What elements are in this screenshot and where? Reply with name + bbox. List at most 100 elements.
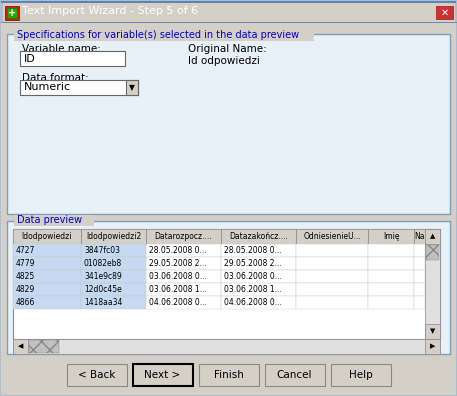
Text: Text Import Wizard - Step 5 of 6: Text Import Wizard - Step 5 of 6 — [22, 6, 198, 17]
Bar — [426, 245, 439, 260]
Bar — [296, 244, 368, 257]
Text: ▼: ▼ — [430, 329, 435, 335]
Text: 03.06.2008 0...: 03.06.2008 0... — [224, 272, 282, 281]
Bar — [81, 229, 146, 244]
Text: 29.05.2008 2...: 29.05.2008 2... — [149, 259, 207, 268]
Bar — [146, 229, 221, 244]
Text: Idodpowiedzi2: Idodpowiedzi2 — [86, 232, 141, 241]
Bar — [221, 229, 296, 244]
Bar — [13, 257, 81, 270]
Text: 28.05.2008 0...: 28.05.2008 0... — [149, 246, 207, 255]
Text: 01082eb8: 01082eb8 — [84, 259, 122, 268]
Bar — [7, 34, 450, 214]
Bar — [425, 229, 440, 339]
Text: < Back: < Back — [78, 370, 115, 380]
Bar — [81, 244, 146, 257]
Bar — [414, 296, 425, 309]
Bar — [414, 244, 425, 257]
Text: ✕: ✕ — [441, 8, 449, 17]
Bar — [1, 1, 456, 2]
Bar — [296, 229, 368, 244]
Bar — [14, 30, 314, 41]
Bar — [1, 1, 456, 3]
Bar — [13, 244, 81, 257]
Bar — [1, 1, 456, 2]
Bar — [1, 1, 456, 2]
Bar — [425, 339, 440, 354]
Bar — [425, 324, 440, 339]
Text: 4779: 4779 — [16, 259, 36, 268]
Bar — [221, 257, 296, 270]
Bar — [414, 229, 425, 244]
Bar — [368, 270, 414, 283]
Text: 03.06.2008 1...: 03.06.2008 1... — [149, 285, 207, 294]
Bar — [13, 339, 28, 354]
Bar — [67, 364, 127, 386]
Text: 12d0c45e: 12d0c45e — [84, 285, 122, 294]
Text: Next >: Next > — [144, 370, 181, 380]
Text: Original Name:: Original Name: — [188, 44, 267, 54]
Bar — [146, 296, 221, 309]
Bar — [368, 229, 414, 244]
Bar — [1, 1, 456, 2]
Bar — [81, 296, 146, 309]
Bar — [1, 2, 456, 3]
Bar — [126, 80, 138, 95]
Bar — [296, 296, 368, 309]
Text: 1418aa34: 1418aa34 — [84, 298, 122, 307]
Text: ▲: ▲ — [430, 234, 435, 240]
Text: Help: Help — [349, 370, 372, 380]
Bar — [1, 2, 456, 3]
Bar — [368, 296, 414, 309]
Bar — [29, 340, 59, 353]
Bar — [1, 0, 456, 2]
Text: ▼: ▼ — [129, 83, 135, 92]
Bar — [414, 257, 425, 270]
Text: 4825: 4825 — [16, 272, 35, 281]
Bar — [1, 2, 456, 3]
Bar — [330, 364, 390, 386]
Text: Numeric: Numeric — [24, 82, 71, 93]
Bar — [81, 283, 146, 296]
Text: Datarozpocz....: Datarozpocz.... — [154, 232, 213, 241]
Bar — [368, 244, 414, 257]
Text: 4829: 4829 — [16, 285, 35, 294]
Bar — [146, 270, 221, 283]
Text: Na: Na — [414, 232, 425, 241]
Text: OdniesienieU...: OdniesienieU... — [303, 232, 361, 241]
Bar — [5, 6, 19, 20]
Text: 29.05.2008 2...: 29.05.2008 2... — [224, 259, 282, 268]
Text: Idodpowiedzi: Idodpowiedzi — [22, 232, 72, 241]
Bar — [146, 283, 221, 296]
Bar — [1, 1, 456, 3]
Text: 04.06.2008 0...: 04.06.2008 0... — [149, 298, 207, 307]
Text: 4866: 4866 — [16, 298, 35, 307]
Bar — [221, 270, 296, 283]
Text: 28.05.2008 0...: 28.05.2008 0... — [224, 246, 282, 255]
Bar — [368, 283, 414, 296]
Bar — [1, 1, 456, 2]
Text: 3847fc03: 3847fc03 — [84, 246, 120, 255]
Text: ID: ID — [24, 53, 36, 63]
Bar — [7, 8, 17, 18]
Bar — [1, 1, 456, 3]
Bar — [265, 364, 324, 386]
Text: 04.06.2008 0...: 04.06.2008 0... — [224, 298, 282, 307]
Bar — [221, 283, 296, 296]
Bar — [1, 1, 456, 3]
Text: ◀: ◀ — [18, 343, 23, 350]
Bar — [13, 283, 81, 296]
Bar — [296, 283, 368, 296]
Text: Data format:: Data format: — [22, 73, 89, 83]
Text: 341e9c89: 341e9c89 — [84, 272, 122, 281]
Text: ▶: ▶ — [430, 343, 435, 350]
Bar — [146, 257, 221, 270]
Text: 4727: 4727 — [16, 246, 35, 255]
Bar — [1, 1, 456, 2]
Bar — [296, 257, 368, 270]
Bar — [221, 296, 296, 309]
Bar — [368, 257, 414, 270]
Text: Variable name:: Variable name: — [22, 44, 101, 54]
Text: Datazakończ....: Datazakończ.... — [229, 232, 288, 241]
Bar — [1, 1, 456, 2]
